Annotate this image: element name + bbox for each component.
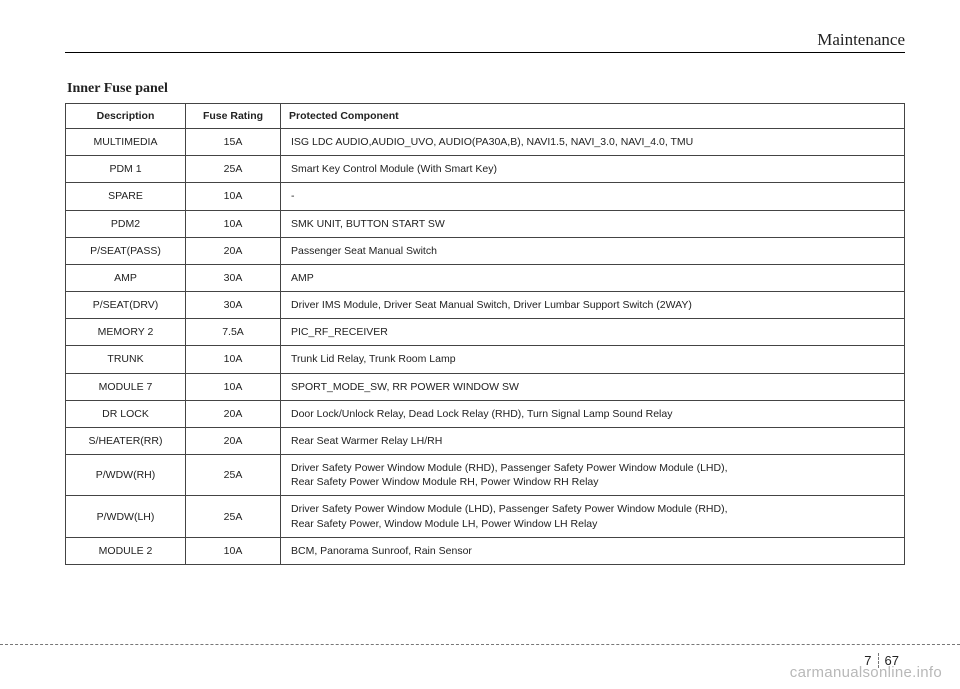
table-row: P/WDW(RH)25ADriver Safety Power Window M… [66,455,905,496]
cell-rating: 20A [186,427,281,454]
col-header-rating: Fuse Rating [186,104,281,129]
cell-component: Driver IMS Module, Driver Seat Manual Sw… [281,292,905,319]
cell-description: SPARE [66,183,186,210]
cell-description: P/SEAT(PASS) [66,237,186,264]
cell-rating: 20A [186,237,281,264]
cell-description: PDM 1 [66,156,186,183]
col-header-component: Protected Component [281,104,905,129]
cell-rating: 10A [186,210,281,237]
cell-description: MULTIMEDIA [66,129,186,156]
cell-description: MODULE 2 [66,537,186,564]
table-row: MEMORY 27.5APIC_RF_RECEIVER [66,319,905,346]
cell-rating: 10A [186,537,281,564]
table-row: AMP30AAMP [66,264,905,291]
col-header-description: Description [66,104,186,129]
cell-description: P/WDW(LH) [66,496,186,537]
cell-rating: 20A [186,400,281,427]
table-row: P/WDW(LH)25ADriver Safety Power Window M… [66,496,905,537]
table-row: P/SEAT(PASS)20APassenger Seat Manual Swi… [66,237,905,264]
cell-component: AMP [281,264,905,291]
cell-component: Trunk Lid Relay, Trunk Room Lamp [281,346,905,373]
cell-rating: 15A [186,129,281,156]
cell-description: MODULE 7 [66,373,186,400]
page-footer: 7 67 [0,644,960,649]
table-row: MODULE 210ABCM, Panorama Sunroof, Rain S… [66,537,905,564]
cell-description: PDM2 [66,210,186,237]
cell-description: TRUNK [66,346,186,373]
cell-rating: 10A [186,373,281,400]
table-row: PDM 125ASmart Key Control Module (With S… [66,156,905,183]
section-title: Maintenance [817,30,905,49]
table-row: MODULE 710ASPORT_MODE_SW, RR POWER WINDO… [66,373,905,400]
cell-description: DR LOCK [66,400,186,427]
table-row: DR LOCK20ADoor Lock/Unlock Relay, Dead L… [66,400,905,427]
table-row: MULTIMEDIA15AISG LDC AUDIO,AUDIO_UVO, AU… [66,129,905,156]
cell-component: SMK UNIT, BUTTON START SW [281,210,905,237]
table-row: SPARE10A- [66,183,905,210]
cell-description: S/HEATER(RR) [66,427,186,454]
cell-component: Rear Seat Warmer Relay LH/RH [281,427,905,454]
cell-description: MEMORY 2 [66,319,186,346]
cell-component: - [281,183,905,210]
cell-rating: 25A [186,156,281,183]
cell-component: Smart Key Control Module (With Smart Key… [281,156,905,183]
page-header: Maintenance [65,30,905,53]
cell-rating: 25A [186,496,281,537]
cell-rating: 10A [186,183,281,210]
table-row: S/HEATER(RR)20ARear Seat Warmer Relay LH… [66,427,905,454]
cell-rating: 10A [186,346,281,373]
table-title: Inner Fuse panel [65,81,905,97]
cell-component: BCM, Panorama Sunroof, Rain Sensor [281,537,905,564]
cell-rating: 30A [186,292,281,319]
cell-component: PIC_RF_RECEIVER [281,319,905,346]
cell-component: ISG LDC AUDIO,AUDIO_UVO, AUDIO(PA30A,B),… [281,129,905,156]
cell-description: AMP [66,264,186,291]
cell-description: P/WDW(RH) [66,455,186,496]
cell-component: Passenger Seat Manual Switch [281,237,905,264]
cell-component: Door Lock/Unlock Relay, Dead Lock Relay … [281,400,905,427]
cell-description: P/SEAT(DRV) [66,292,186,319]
cell-component: Driver Safety Power Window Module (RHD),… [281,455,905,496]
manual-page: Maintenance Inner Fuse panel Description… [0,0,960,565]
cell-component: SPORT_MODE_SW, RR POWER WINDOW SW [281,373,905,400]
cell-component: Driver Safety Power Window Module (LHD),… [281,496,905,537]
cell-rating: 7.5A [186,319,281,346]
table-row: TRUNK10ATrunk Lid Relay, Trunk Room Lamp [66,346,905,373]
table-header-row: Description Fuse Rating Protected Compon… [66,104,905,129]
watermark: carmanualsonline.info [790,664,942,681]
table-row: PDM210ASMK UNIT, BUTTON START SW [66,210,905,237]
fuse-table: Description Fuse Rating Protected Compon… [65,103,905,565]
cell-rating: 30A [186,264,281,291]
cell-rating: 25A [186,455,281,496]
table-row: P/SEAT(DRV)30ADriver IMS Module, Driver … [66,292,905,319]
